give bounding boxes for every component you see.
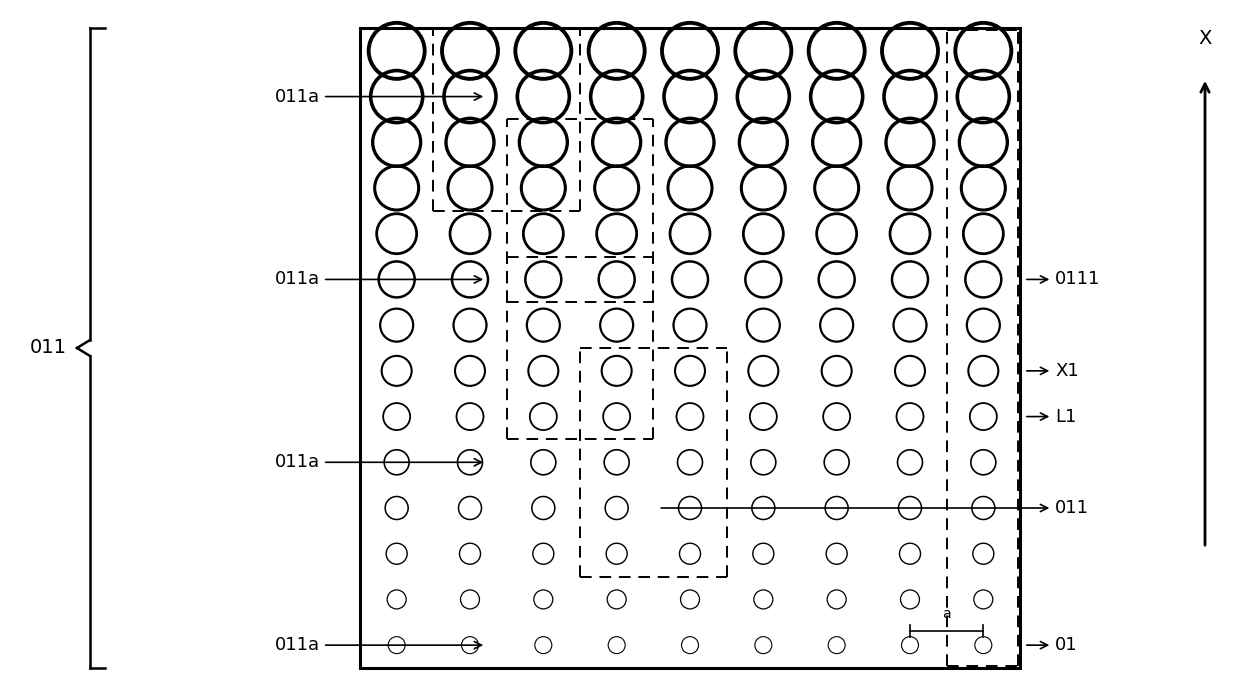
Bar <box>360 28 1021 668</box>
Text: 011a: 011a <box>275 453 481 471</box>
Text: L1: L1 <box>1027 408 1076 425</box>
Text: 011: 011 <box>661 499 1089 517</box>
Text: a: a <box>942 607 951 621</box>
Text: X: X <box>1198 29 1211 48</box>
Text: X1: X1 <box>1027 362 1079 380</box>
Text: 011: 011 <box>30 338 67 358</box>
Text: 011a: 011a <box>275 271 481 288</box>
Text: 011a: 011a <box>275 636 481 654</box>
Text: 0111: 0111 <box>1027 271 1100 288</box>
Text: 011a: 011a <box>275 88 481 106</box>
Text: 01: 01 <box>1027 636 1078 654</box>
